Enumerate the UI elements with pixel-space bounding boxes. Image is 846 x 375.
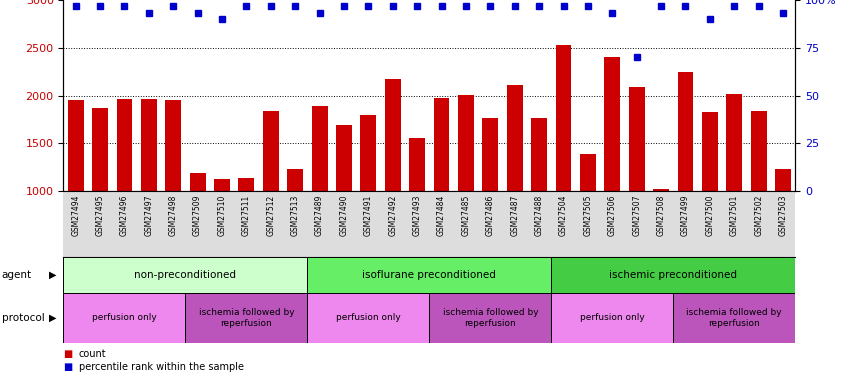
Text: ischemic preconditioned: ischemic preconditioned	[609, 270, 737, 280]
Text: protocol: protocol	[2, 313, 45, 323]
Text: GSM27491: GSM27491	[364, 195, 373, 236]
Bar	[288, 169, 303, 191]
Bar	[239, 178, 255, 191]
Text: isoflurane preconditioned: isoflurane preconditioned	[362, 270, 497, 280]
Text: perfusion only: perfusion only	[92, 313, 157, 322]
Bar	[92, 108, 108, 191]
Text: GSM27508: GSM27508	[656, 195, 666, 236]
Bar	[307, 257, 552, 292]
Bar	[141, 99, 157, 191]
Text: GSM27501: GSM27501	[730, 195, 739, 236]
Bar	[552, 257, 795, 292]
Bar	[458, 94, 474, 191]
Text: ischemia followed by
reperfusion: ischemia followed by reperfusion	[442, 308, 538, 327]
Bar	[629, 87, 645, 191]
Text: GSM27484: GSM27484	[437, 195, 446, 236]
Text: GSM27513: GSM27513	[291, 195, 299, 236]
Bar	[385, 80, 401, 191]
Text: percentile rank within the sample: percentile rank within the sample	[79, 362, 244, 372]
Text: GSM27512: GSM27512	[266, 195, 275, 236]
Text: GSM27485: GSM27485	[461, 195, 470, 236]
Text: ischemia followed by
reperfusion: ischemia followed by reperfusion	[686, 308, 782, 327]
Text: GSM27497: GSM27497	[145, 195, 153, 236]
Text: perfusion only: perfusion only	[580, 313, 645, 322]
Text: GSM27511: GSM27511	[242, 195, 251, 236]
Bar	[552, 292, 673, 343]
Bar	[68, 100, 84, 191]
Bar	[673, 292, 795, 343]
Text: GSM27499: GSM27499	[681, 195, 690, 236]
Bar	[604, 57, 620, 191]
Text: GSM27495: GSM27495	[96, 195, 105, 236]
Text: GSM27510: GSM27510	[217, 195, 227, 236]
Text: GSM27496: GSM27496	[120, 195, 129, 236]
Bar	[580, 154, 596, 191]
Text: non-preconditioned: non-preconditioned	[135, 270, 236, 280]
Text: GSM27507: GSM27507	[632, 195, 641, 236]
Text: GSM27504: GSM27504	[559, 195, 568, 236]
Text: GSM27487: GSM27487	[510, 195, 519, 236]
Text: perfusion only: perfusion only	[336, 313, 401, 322]
Bar	[311, 106, 327, 191]
Bar	[336, 125, 352, 191]
Text: GSM27502: GSM27502	[754, 195, 763, 236]
Bar	[307, 292, 429, 343]
Text: count: count	[79, 349, 107, 359]
Bar	[360, 115, 376, 191]
Bar	[165, 100, 181, 191]
Text: ▶: ▶	[49, 313, 57, 323]
Bar	[63, 257, 307, 292]
Text: GSM27505: GSM27505	[584, 195, 592, 236]
Bar	[117, 99, 132, 191]
Text: ■: ■	[63, 349, 73, 359]
Bar	[429, 292, 552, 343]
Bar	[653, 189, 669, 191]
Text: ▶: ▶	[49, 270, 57, 280]
Bar	[678, 72, 694, 191]
Bar	[775, 169, 791, 191]
Bar	[556, 45, 571, 191]
Text: GSM27500: GSM27500	[706, 195, 714, 236]
Bar	[727, 94, 742, 191]
Text: GSM27489: GSM27489	[315, 195, 324, 236]
Text: GSM27493: GSM27493	[413, 195, 421, 236]
Text: GSM27506: GSM27506	[607, 195, 617, 236]
Bar	[63, 292, 185, 343]
Bar	[482, 118, 498, 191]
Text: GSM27486: GSM27486	[486, 195, 495, 236]
Text: agent: agent	[2, 270, 32, 280]
Text: GSM27503: GSM27503	[778, 195, 788, 236]
Text: GSM27498: GSM27498	[168, 195, 178, 236]
Text: GSM27492: GSM27492	[388, 195, 398, 236]
Bar	[702, 112, 717, 191]
Text: GSM27488: GSM27488	[535, 195, 544, 236]
Text: ischemia followed by
reperfusion: ischemia followed by reperfusion	[199, 308, 294, 327]
Bar	[214, 179, 230, 191]
Bar	[750, 111, 766, 191]
Text: GSM27509: GSM27509	[193, 195, 202, 236]
Bar	[531, 118, 547, 191]
Bar	[190, 173, 206, 191]
Text: GSM27490: GSM27490	[339, 195, 349, 236]
Bar	[434, 98, 449, 191]
Text: GSM27494: GSM27494	[71, 195, 80, 236]
Bar	[263, 111, 278, 191]
Bar	[409, 138, 425, 191]
Bar	[185, 292, 307, 343]
Bar	[507, 85, 523, 191]
Text: ■: ■	[63, 362, 73, 372]
